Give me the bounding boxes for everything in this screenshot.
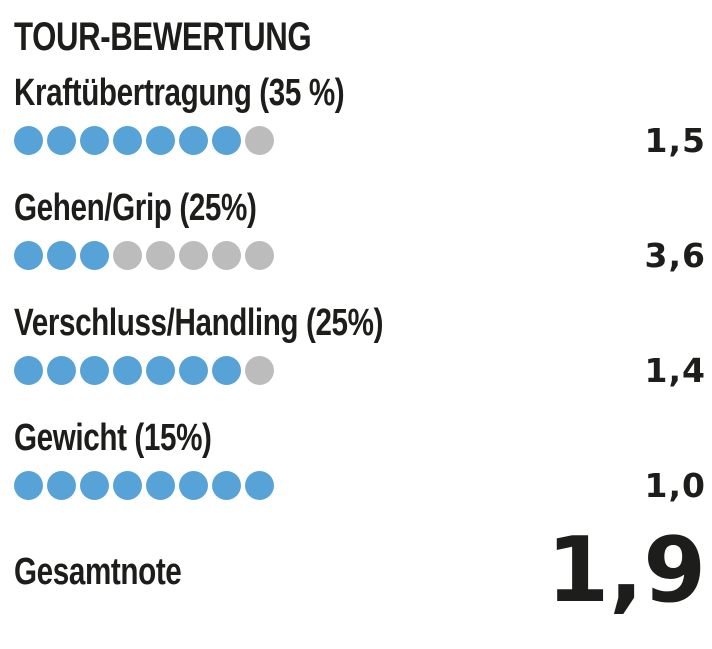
dot-filled	[245, 471, 274, 501]
dot-filled	[80, 356, 109, 386]
rating-body: 3,6	[14, 236, 706, 276]
dot-filled	[113, 126, 142, 156]
rating-body: 1,5	[14, 121, 706, 161]
dot-filled	[47, 126, 76, 156]
dot-filled	[14, 356, 43, 386]
dot-filled	[113, 356, 142, 386]
dot-filled	[14, 471, 43, 501]
dot-filled	[212, 356, 241, 386]
dot-filled	[80, 126, 109, 156]
rating-dot-meter	[14, 126, 274, 156]
dot-filled	[146, 471, 175, 501]
rating-dot-meter	[14, 471, 274, 501]
dot-filled	[80, 241, 109, 271]
dot-empty	[212, 241, 241, 271]
dot-filled	[113, 471, 142, 501]
dot-empty	[146, 241, 175, 271]
dot-filled	[47, 241, 76, 271]
dot-empty	[179, 241, 208, 271]
rating-row: Kraftübertragung (35 %) 1,5	[14, 72, 706, 161]
dot-filled	[47, 356, 76, 386]
dot-filled	[212, 471, 241, 501]
dot-filled	[179, 471, 208, 501]
rating-label: Gewicht (15%)	[14, 416, 212, 459]
dot-filled	[179, 126, 208, 156]
dot-filled	[14, 241, 43, 271]
rating-score: 1,4	[644, 351, 706, 391]
rating-dot-meter	[14, 241, 274, 271]
dot-filled	[146, 356, 175, 386]
rating-row: Gewicht (15%) 1,0	[14, 416, 706, 506]
dot-filled	[212, 126, 241, 156]
rating-score: 3,6	[644, 236, 706, 276]
dot-empty	[245, 241, 274, 271]
rating-body: 1,4	[14, 351, 706, 391]
rating-row: Gehen/Grip (25%) 3,6	[14, 186, 706, 276]
rating-score: 1,0	[644, 466, 706, 506]
total-score: 1,9	[546, 517, 706, 623]
rating-label: Gehen/Grip (25%)	[14, 186, 257, 229]
rating-label: Kraftübertragung (35 %)	[14, 72, 345, 114]
total-row: Gesamtnote 1,9	[14, 517, 706, 623]
rating-rows: Kraftübertragung (35 %) 1,5 Gehen/Grip (…	[14, 72, 706, 506]
dot-empty	[113, 241, 142, 271]
dot-filled	[80, 471, 109, 501]
total-label: Gesamtnote	[14, 551, 182, 594]
dot-filled	[146, 126, 175, 156]
panel-title: TOUR-BEWERTUNG	[14, 15, 312, 59]
rating-label: Verschluss/Handling (25%)	[14, 301, 384, 344]
rating-row: Verschluss/Handling (25%) 1,4	[14, 301, 706, 391]
dot-empty	[245, 356, 274, 386]
rating-dot-meter	[14, 356, 274, 386]
rating-body: 1,0	[14, 466, 706, 506]
dot-filled	[179, 356, 208, 386]
dot-filled	[14, 126, 43, 156]
dot-empty	[245, 126, 274, 156]
rating-score: 1,5	[644, 121, 706, 161]
dot-filled	[47, 471, 76, 501]
